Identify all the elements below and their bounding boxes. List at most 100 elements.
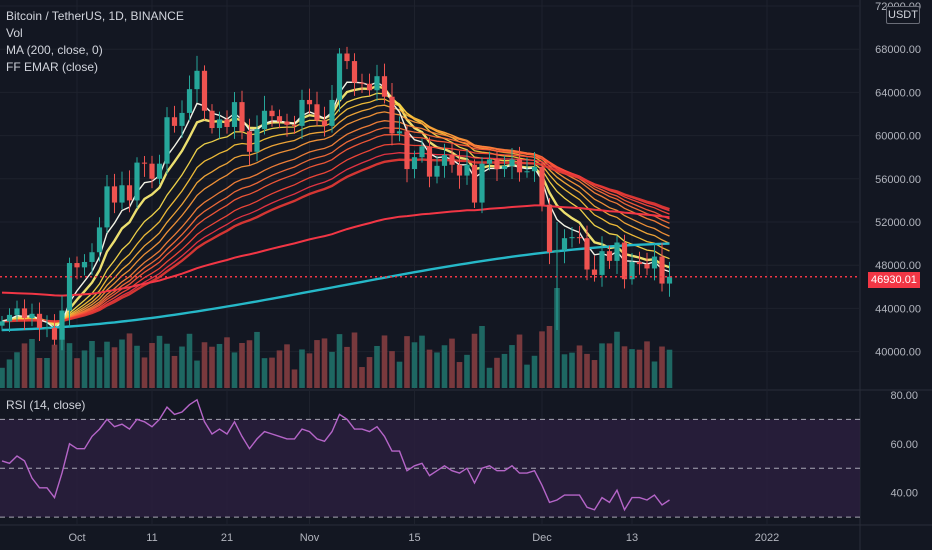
volume-bar (269, 357, 275, 388)
volume-bar (321, 338, 328, 388)
price-tick-label: 68000.00 (875, 44, 921, 56)
volume-bar (546, 326, 553, 388)
volume-bar (494, 357, 500, 388)
volume-bar (164, 343, 170, 388)
legend-ema[interactable]: FF EMAR (close) (6, 60, 99, 74)
candle-body (329, 99, 335, 126)
candle-body (441, 155, 448, 166)
candle-body (531, 166, 538, 172)
candle-body (621, 242, 628, 280)
currency-button[interactable]: USDT (886, 6, 920, 24)
candle-body (239, 102, 245, 132)
rsi-band-fill (0, 419, 860, 518)
legend-vol[interactable]: Vol (6, 26, 23, 40)
candle-body (246, 131, 253, 152)
ema-line (1, 152, 670, 323)
volume-bar (171, 355, 178, 388)
candle-body (539, 166, 545, 205)
candle-body (636, 261, 643, 265)
volume-bar (449, 338, 455, 388)
ema-line (1, 92, 670, 324)
price-tick-label: 52000.00 (875, 217, 921, 229)
volume-bar (516, 334, 523, 388)
candle-body (59, 310, 65, 340)
candle-body (471, 164, 478, 203)
candle-body (276, 116, 283, 122)
volume-bar (471, 333, 478, 388)
volume-bar (621, 346, 628, 388)
time-tick-label: 11 (146, 532, 157, 544)
volume-bar (584, 353, 590, 388)
candle-body (171, 117, 178, 126)
candle-body (96, 227, 103, 253)
candle-body (209, 110, 215, 129)
candle-body (381, 76, 388, 97)
volume-bar (224, 337, 230, 388)
volume-bar (381, 335, 388, 388)
volume-bar (81, 350, 88, 388)
volume-bar (569, 352, 575, 388)
candle-body (576, 237, 583, 239)
volume-bar (66, 343, 73, 388)
legend-ma[interactable]: MA (200, close, 0) (6, 43, 103, 57)
candle-body (419, 146, 425, 158)
candle-body (501, 165, 508, 170)
candle-body (479, 163, 485, 203)
volume-bar (276, 350, 283, 388)
ema-line (1, 111, 670, 323)
volume-bar (284, 344, 290, 388)
candle-body (66, 263, 73, 311)
symbol-title[interactable]: Bitcoin / TetherUS, 1D, BINANCE (6, 9, 184, 23)
candle-body (651, 256, 658, 269)
candle-body (36, 313, 43, 328)
rsi-tick-label: 40.00 (890, 488, 918, 500)
time-tick-label: 13 (626, 532, 638, 544)
volume-bar (599, 343, 605, 388)
volume-bar (59, 328, 65, 388)
candle-body (456, 164, 463, 176)
legend-rsi[interactable]: RSI (14, close) (6, 398, 86, 412)
volume-bar (6, 359, 13, 388)
candle-body (291, 124, 298, 126)
volume-bar (119, 339, 125, 388)
candle-body (374, 76, 380, 91)
volume-bar (434, 352, 440, 388)
candle-body (164, 117, 170, 164)
candle-body (629, 261, 635, 280)
volume-bar (666, 349, 673, 388)
candle-body (464, 164, 470, 176)
candle-body (186, 89, 193, 113)
candle-body (141, 162, 148, 164)
volume-bar (201, 342, 208, 388)
rsi-tick-label: 80.00 (890, 390, 918, 402)
volume-bar (561, 354, 568, 388)
volume-bar (636, 349, 643, 388)
time-tick-label: Oct (68, 532, 85, 544)
candle-body (104, 186, 110, 228)
volume-bar (156, 335, 163, 388)
volume-bar (614, 331, 620, 388)
volume-bar (531, 355, 538, 388)
candle-body (486, 159, 493, 164)
candle-body (509, 159, 515, 166)
volume-bar (51, 344, 58, 388)
candle-body (119, 185, 125, 203)
volume-bar (246, 340, 253, 388)
price-tick-label: 40000.00 (875, 347, 921, 359)
volume-bar (299, 349, 305, 388)
candle-body (321, 120, 328, 126)
volume-bar (389, 351, 395, 388)
volume-bar (74, 358, 80, 388)
chart-legend: Bitcoin / TetherUS, 1D, BINANCE Vol MA (… (6, 8, 184, 76)
volume-bar (419, 335, 425, 388)
candle-body (134, 162, 140, 201)
volume-bar (14, 352, 20, 388)
volume-bar (426, 349, 433, 388)
volume-bar (149, 343, 155, 388)
candle-body (51, 327, 58, 340)
candle-body (314, 104, 320, 121)
volume-bar (89, 341, 95, 388)
volume-bar (396, 361, 403, 388)
